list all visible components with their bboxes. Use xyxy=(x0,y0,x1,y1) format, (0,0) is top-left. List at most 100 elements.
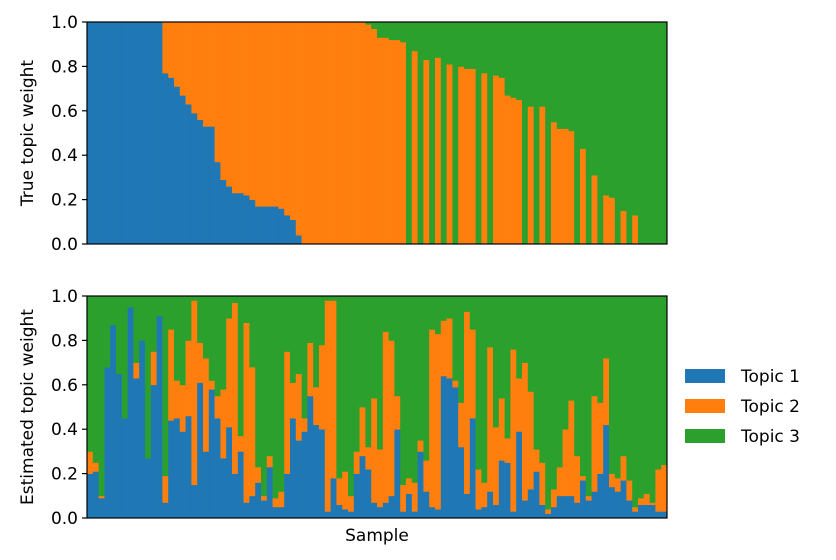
bar-sample-36-topic-1 xyxy=(290,219,297,245)
bar-sample-90-topic-1 xyxy=(603,424,610,519)
bar-sample-78-topic-3 xyxy=(533,22,540,245)
bar-sample-43-topic-3 xyxy=(330,296,337,301)
bar-sample-87-topic-2 xyxy=(585,495,592,501)
bar-sample-65-topic-2 xyxy=(458,402,465,448)
bar-sample-64-topic-3 xyxy=(452,22,459,245)
bar-sample-98-topic-1 xyxy=(649,504,656,519)
bar-sample-18-topic-1 xyxy=(185,415,192,519)
legend-item-topic-1: Topic 1 xyxy=(685,367,800,387)
bar-sample-60-topic-3 xyxy=(429,296,436,330)
bar-sample-97-topic-3 xyxy=(643,22,650,245)
bar-sample-29-topic-2 xyxy=(249,367,256,497)
bar-sample-86-topic-1 xyxy=(580,480,587,519)
bar-sample-17-topic-1 xyxy=(179,431,186,519)
bar-sample-94-topic-3 xyxy=(626,22,633,245)
bar-sample-19-topic-2 xyxy=(191,22,198,114)
bar-sample-62-topic-2 xyxy=(440,320,447,377)
bar-sample-74-topic-3 xyxy=(510,296,517,350)
bar-sample-50-topic-3 xyxy=(371,296,378,399)
bar-sample-58-topic-1 xyxy=(417,451,424,519)
bar-sample-93-topic-3 xyxy=(620,22,627,212)
bar-sample-22-topic-1 xyxy=(208,389,215,519)
bar-sample-58-topic-3 xyxy=(417,296,424,441)
bar-sample-74-topic-2 xyxy=(510,349,517,512)
bar-sample-52-topic-2 xyxy=(382,331,389,503)
bar-sample-23-topic-2 xyxy=(214,395,221,419)
true-weight-panel: 0.0 0.2 0.4 0.6 0.8 1.0 True topic weight xyxy=(18,13,668,255)
bar-sample-19-topic-1 xyxy=(191,113,198,245)
bar-sample-82-topic-1 xyxy=(556,495,563,519)
bar-sample-55-topic-1 xyxy=(400,511,407,519)
bar-sample-15-topic-1 xyxy=(168,77,175,245)
bar-sample-92-topic-1 xyxy=(614,491,621,519)
bar-sample-35-topic-2 xyxy=(284,22,291,216)
bar-sample-28-topic-2 xyxy=(243,22,250,196)
bar-sample-53-topic-1 xyxy=(388,495,395,519)
bar-sample-60-topic-2 xyxy=(429,329,436,508)
bar-sample-27-topic-2 xyxy=(237,22,244,194)
bar-sample-41-topic-3 xyxy=(319,296,326,346)
bar-sample-26-topic-2 xyxy=(232,302,239,474)
bar-sample-74-topic-1 xyxy=(510,511,517,519)
bar-sample-49-topic-1 xyxy=(365,469,372,519)
bar-sample-15-topic-2 xyxy=(168,22,175,78)
estimated-weight-plot-frame xyxy=(86,295,668,519)
bar-sample-41-topic-1 xyxy=(319,429,326,519)
bar-sample-21-topic-2 xyxy=(203,22,210,127)
y-tick-label: 0.0 xyxy=(51,509,78,529)
legend-swatch-topic-3 xyxy=(685,429,725,443)
bar-sample-32-topic-1 xyxy=(266,206,273,245)
bar-sample-91-topic-2 xyxy=(609,197,616,245)
bar-sample-61-topic-3 xyxy=(435,22,442,58)
bar-sample-41-topic-2 xyxy=(319,22,326,245)
bar-sample-56-topic-1 xyxy=(406,493,413,519)
legend-item-topic-3: Topic 3 xyxy=(685,427,800,447)
bar-sample-24-topic-1 xyxy=(220,458,227,519)
bar-sample-50-topic-2 xyxy=(371,28,378,245)
bar-sample-71-topic-3 xyxy=(493,296,500,428)
bar-sample-73-topic-2 xyxy=(504,438,511,463)
bar-sample-48-topic-3 xyxy=(359,296,366,408)
bar-sample-3-topic-1 xyxy=(98,22,105,245)
bar-sample-72-topic-3 xyxy=(498,22,505,78)
bar-sample-2-topic-2 xyxy=(92,462,99,472)
bar-sample-88-topic-2 xyxy=(591,395,598,492)
bar-sample-15-topic-3 xyxy=(168,296,175,330)
bar-sample-50-topic-2 xyxy=(371,398,378,503)
bar-sample-59-topic-3 xyxy=(423,296,430,461)
bar-sample-64-topic-3 xyxy=(452,296,459,381)
bar-sample-36-topic-2 xyxy=(290,22,297,220)
bar-sample-76-topic-3 xyxy=(522,296,529,363)
bar-sample-34-topic-1 xyxy=(278,208,285,245)
bar-sample-91-topic-3 xyxy=(609,22,616,198)
bar-sample-52-topic-3 xyxy=(382,296,389,332)
bar-sample-65-topic-3 xyxy=(458,22,465,67)
y-tick-label: 0.6 xyxy=(51,102,78,122)
bar-sample-84-topic-3 xyxy=(568,22,575,132)
bar-sample-66-topic-2 xyxy=(464,68,471,245)
bar-sample-35-topic-1 xyxy=(284,215,291,245)
bar-sample-90-topic-3 xyxy=(603,296,610,359)
x-axis-label: Sample xyxy=(345,526,409,546)
bar-sample-22-topic-3 xyxy=(208,296,215,381)
bar-sample-12-topic-2 xyxy=(150,351,157,386)
bar-sample-64-topic-2 xyxy=(452,380,459,388)
bar-sample-10-topic-3 xyxy=(139,296,146,341)
bar-sample-80-topic-1 xyxy=(545,513,552,519)
bar-sample-27-topic-1 xyxy=(237,451,244,519)
bar-sample-57-topic-3 xyxy=(411,296,418,483)
bar-sample-50-topic-1 xyxy=(371,502,378,519)
bar-sample-54-topic-2 xyxy=(394,39,401,245)
bar-sample-58-topic-3 xyxy=(417,22,424,245)
bar-sample-72-topic-1 xyxy=(498,460,505,519)
legend-label-topic-3: Topic 3 xyxy=(740,427,800,447)
bar-sample-21-topic-3 xyxy=(203,296,210,359)
bar-sample-70-topic-1 xyxy=(487,491,494,519)
y-tick-label: 0.4 xyxy=(51,146,78,166)
bar-sample-97-topic-2 xyxy=(643,493,650,506)
bar-sample-14-topic-1 xyxy=(162,73,169,245)
bar-sample-97-topic-1 xyxy=(643,504,650,519)
bar-sample-68-topic-2 xyxy=(475,469,482,510)
bar-sample-10-topic-1 xyxy=(139,340,146,519)
